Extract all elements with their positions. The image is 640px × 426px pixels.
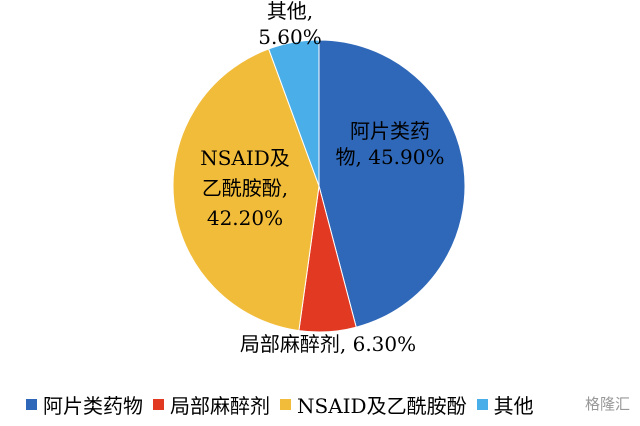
legend-item-opioids: 阿片类药物 (26, 390, 143, 419)
legend-swatch-other (476, 399, 488, 410)
legend-swatch-opioids (26, 399, 37, 410)
slice-label-line: NSAID及 (200, 146, 290, 170)
legend-item-other: 其他 (476, 390, 534, 419)
slice-label-line: 乙酰胺酚, (202, 176, 288, 200)
slice-label-line: 其他, (267, 0, 313, 23)
legend: 阿片类药物 局部麻醉剂 NSAID及乙酰胺酚 其他 (26, 390, 544, 419)
legend-label-local-anesthetics: 局部麻醉剂 (170, 394, 270, 418)
slice-label-local-anesthetics: 局部麻醉剂, 6.30% (240, 332, 416, 356)
watermark-logo: 格隆汇 (584, 395, 630, 413)
slice-label-opioids: 阿片类药物, 45.90% (336, 119, 445, 169)
slice-label-line: 阿片类药 (350, 119, 430, 143)
legend-swatch-nsaid (280, 399, 291, 410)
pie-slice-other (268, 39, 320, 187)
legend-label-opioids: 阿片类药物 (43, 394, 143, 418)
slice-label-line: 物, 45.90% (336, 145, 445, 169)
legend-label-nsaid: NSAID及乙酰胺酚 (297, 394, 467, 418)
slice-label-line: 局部麻醉剂, 6.30% (240, 332, 416, 356)
slice-label-line: 5.60% (258, 25, 322, 49)
legend-swatch-local-anesthetics (153, 399, 164, 410)
slice-label-line: 42.20% (207, 206, 283, 230)
pie-slice-opioids (318, 39, 466, 328)
slice-label-other: 其他, 5.60% (258, 0, 322, 49)
legend-label-other: 其他 (493, 394, 534, 418)
pie-slice-nsaid (172, 48, 320, 332)
legend-item-local-anesthetics: 局部麻醉剂 (153, 390, 270, 419)
legend-item-nsaid: NSAID及乙酰胺酚 (280, 390, 467, 419)
slice-label-nsaid: NSAID及乙酰胺酚, 42.20% (200, 146, 290, 230)
